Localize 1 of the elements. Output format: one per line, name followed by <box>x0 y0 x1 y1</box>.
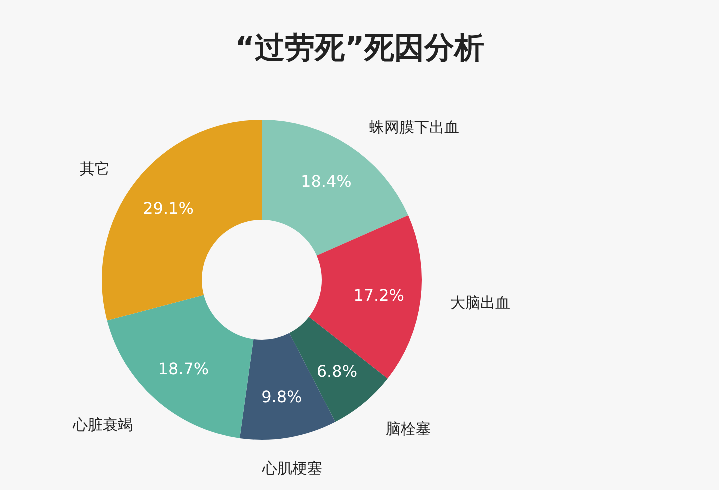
title: “过劳死”死因分析 <box>235 31 485 66</box>
